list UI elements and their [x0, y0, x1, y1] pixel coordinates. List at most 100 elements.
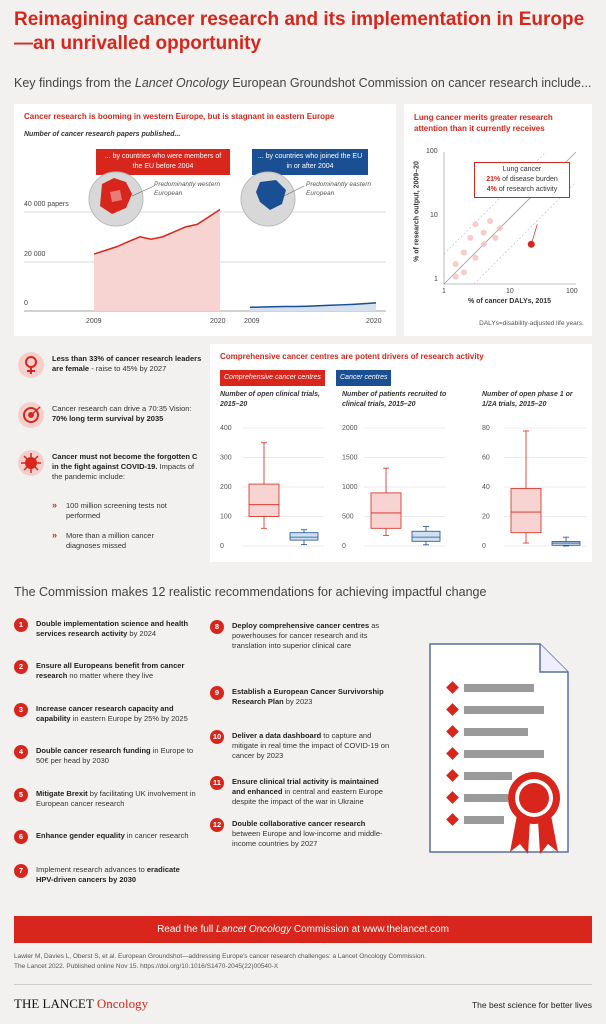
lung-xlabel: % of cancer DALYs, 2015 — [468, 298, 552, 305]
recommendation-item: 11 Ensure clinical trial activity is main… — [210, 776, 395, 816]
bullet-screening: 100 million screening tests not performe… — [66, 501, 167, 520]
lung-ytick: 1 — [434, 276, 438, 283]
covid-bold: Cancer must not become the forgotten C i… — [52, 452, 198, 471]
recommendation-number: 7 — [14, 864, 28, 878]
check-line — [464, 684, 534, 692]
east-europe-map-icon — [240, 171, 296, 227]
cancer-point — [496, 225, 503, 232]
recommendation-item: 8 Deploy comprehensive cancer centres as … — [210, 620, 395, 660]
cancer-point — [480, 241, 487, 248]
recommendation-number: 10 — [210, 730, 224, 744]
recommendation-number: 11 — [210, 776, 224, 790]
read-more-banner[interactable]: Read the full Lancet Oncology Commission… — [14, 916, 592, 943]
female-leaders-bold: Less than 33% of cancer research leaders… — [52, 354, 202, 373]
check-line — [464, 706, 544, 714]
recommendation-item: 12 Double collaborative cancer research b… — [210, 818, 395, 858]
cancer-point — [472, 254, 479, 261]
recommendation-text: Mitigate Brexit by facilitating UK invol… — [36, 789, 196, 808]
lung-xtick: 100 — [566, 288, 578, 295]
covid-item: Cancer must not become the forgotten C i… — [14, 450, 204, 560]
box — [510, 488, 542, 534]
reference-line2: The Lancet 2022. Published online Nov 15… — [14, 963, 279, 970]
footer-divider — [14, 984, 592, 985]
recommendation-number: 1 — [14, 618, 28, 632]
recommendation-text: Double implementation science and health… — [36, 619, 189, 638]
tick-label: 1000 — [342, 484, 358, 491]
target-icon — [18, 402, 44, 428]
check-line — [464, 794, 508, 802]
callout-txt2: of research activity — [496, 186, 558, 193]
centres-title: Comprehensive cancer centres are potent … — [220, 352, 484, 361]
callout-title: Lung cancer — [502, 166, 542, 173]
chevron-right-icon: » — [52, 500, 58, 510]
recommendation-number: 8 — [210, 620, 224, 634]
area-fill — [94, 209, 220, 311]
tick-label: 60 — [482, 455, 490, 462]
tagline: The best science for better lives — [471, 1000, 592, 1010]
recommendation-item: 5 Mitigate Brexit by facilitating UK invo… — [14, 788, 199, 828]
recommendation-item: 6 Enhance gender equality in cancer resea… — [14, 830, 199, 870]
papers-xtick-start: 2009 — [86, 318, 102, 325]
papers-xtick-end: 2020 — [210, 318, 226, 325]
cancer-point — [480, 229, 487, 236]
check-line — [464, 772, 512, 780]
recommendation-number: 3 — [14, 703, 28, 717]
recommendation-item: 10 Deliver a data dashboard to capture an… — [210, 730, 395, 770]
tick-label: 200 — [220, 484, 232, 491]
tick-label: 100 — [220, 514, 232, 521]
callout-txt1: of disease burden — [500, 176, 558, 183]
banner-journal: Lancet Oncology — [216, 924, 292, 935]
recommendation-item: 7 Implement research advances to eradicat… — [14, 864, 199, 904]
recommendation-item: 3 Increase cancer research capacity and c… — [14, 703, 199, 743]
box — [289, 532, 319, 541]
covid-text: Cancer must not become the forgotten C i… — [52, 452, 204, 482]
cancer-point — [460, 269, 467, 276]
tag-west: ... by countries who were members of the… — [96, 149, 230, 175]
callout-line — [530, 224, 538, 245]
box — [411, 530, 441, 542]
cancer-point — [460, 249, 467, 256]
papers-xtick-end: 2020 — [366, 318, 382, 325]
rosette-icon — [508, 772, 560, 854]
checklist-illustration — [429, 643, 569, 854]
recommendation-text: Implement research advances to eradicate… — [36, 865, 180, 884]
tick-label: 400 — [220, 425, 232, 432]
lung-chart — [443, 151, 577, 285]
tick-label: 0 — [220, 543, 224, 550]
reference: Lawler M, Davies L, Oberst S, et al. Eur… — [14, 952, 594, 972]
sub-trials: Number of open clinical trials, 2015–20 — [220, 391, 320, 408]
banner-post: Commission at www.thelancet.com — [291, 924, 449, 935]
recommendation-text: Double collaborative cancer research bet… — [232, 819, 383, 848]
tick-label: 0 — [482, 543, 486, 550]
vision-pre: Cancer research can drive a 70:35 Vision… — [52, 404, 192, 413]
brand-main: THE LANCET — [14, 996, 94, 1011]
check-line — [464, 816, 504, 824]
series-line — [249, 302, 377, 309]
series-line — [93, 208, 221, 255]
tick-label: 500 — [342, 514, 354, 521]
covid-rest: Impacts of the pandemic include: — [52, 462, 195, 481]
female-leaders-rest: - raise to 45% by 2027 — [89, 364, 167, 373]
page-subtitle: Key findings from the Lancet Oncology Eu… — [14, 76, 591, 90]
check-line — [464, 728, 528, 736]
papers-subtitle: Number of cancer research papers publish… — [24, 131, 181, 138]
callout-line2: 4% of research activity — [475, 185, 569, 195]
lung-xtick: 10 — [506, 288, 514, 295]
recommendation-text: Deploy comprehensive cancer centres as p… — [232, 621, 380, 650]
cancer-point — [452, 261, 459, 268]
papers-chart — [24, 171, 386, 312]
recommendation-item: 1 Double implementation science and healt… — [14, 618, 199, 658]
tag-east: ... by countries who joined the EU in or… — [252, 149, 368, 175]
recommendation-number: 5 — [14, 788, 28, 802]
west-europe-map-icon — [88, 171, 144, 227]
sub-phase1: Number of open phase 1 or 1/2A trials, 2… — [482, 391, 573, 408]
tick-label: 300 — [220, 455, 232, 462]
sub-patients: Number of patients recruited to clinical… — [342, 391, 447, 408]
centres-panel: Comprehensive cancer centres are potent … — [210, 344, 592, 562]
lung-ytick: 100 — [426, 148, 438, 155]
cancer-point — [487, 218, 494, 225]
lung-panel: Lung cancer merits greater research atte… — [404, 104, 592, 336]
female-leaders-item: Less than 33% of cancer research leaders… — [14, 352, 204, 392]
vision-item: Cancer research can drive a 70:35 Vision… — [14, 402, 204, 436]
